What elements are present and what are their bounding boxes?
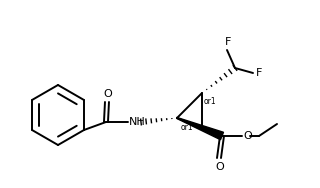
Polygon shape [177,118,223,140]
Text: O: O [216,162,224,172]
Text: F: F [225,37,231,47]
Text: or1: or1 [204,97,217,106]
Text: O: O [243,131,252,141]
Text: NH: NH [129,117,146,127]
Text: O: O [104,89,112,99]
Text: F: F [256,68,262,78]
Text: or1: or1 [181,123,194,132]
